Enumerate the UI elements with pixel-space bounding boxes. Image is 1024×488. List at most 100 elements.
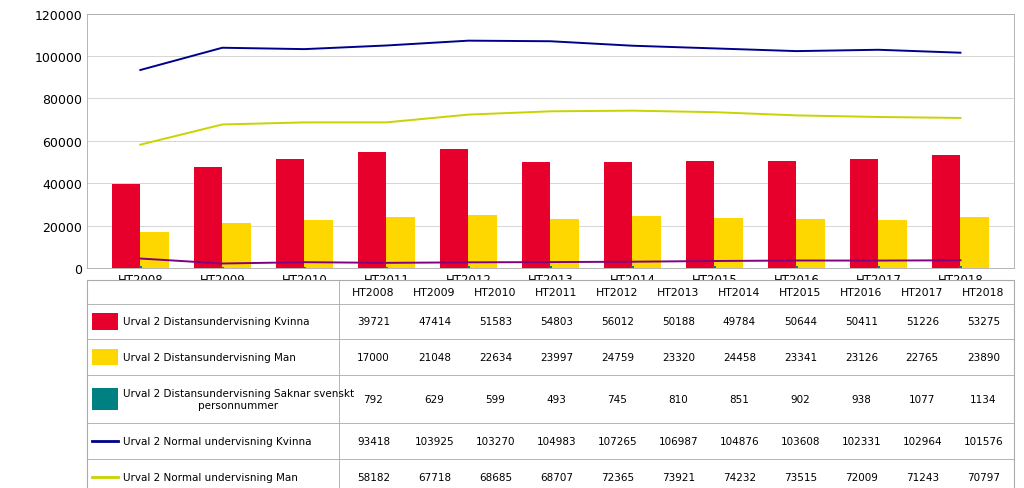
Bar [357,153,386,268]
Bar [768,162,797,268]
Text: 103608: 103608 [780,436,820,446]
Bar [439,150,468,268]
Text: HT2011: HT2011 [536,287,578,297]
Text: 902: 902 [791,394,810,404]
Text: 1134: 1134 [970,394,996,404]
Text: 68707: 68707 [540,472,573,482]
Text: 47414: 47414 [418,317,451,327]
Text: 21048: 21048 [418,352,451,363]
Text: 23126: 23126 [845,352,878,363]
Bar [877,266,881,268]
Bar [715,219,743,268]
Bar [932,156,961,268]
Text: 70797: 70797 [967,472,999,482]
Bar [275,159,304,268]
Text: 56012: 56012 [601,317,634,327]
Text: 73921: 73921 [662,472,695,482]
Text: 106987: 106987 [658,436,698,446]
Text: 51583: 51583 [479,317,512,327]
Text: HT2018: HT2018 [963,287,1005,297]
Bar [468,216,497,268]
Text: 22765: 22765 [906,352,939,363]
Text: 72009: 72009 [845,472,878,482]
Text: 23890: 23890 [967,352,999,363]
Text: 103925: 103925 [415,436,455,446]
Text: Urval 2 Distansundervisning Saknar svenskt
personnummer: Urval 2 Distansundervisning Saknar svens… [123,388,354,410]
Bar [303,267,306,268]
Bar [140,232,169,268]
Text: 49784: 49784 [723,317,756,327]
Bar [713,266,716,268]
Text: HT2016: HT2016 [840,287,883,297]
Bar [304,221,333,268]
Text: 102331: 102331 [842,436,881,446]
Text: 104983: 104983 [537,436,577,446]
Text: 51226: 51226 [906,317,939,327]
Text: 53275: 53275 [967,317,999,327]
Text: 792: 792 [364,394,383,404]
Text: 23997: 23997 [540,352,573,363]
Bar [958,266,963,268]
Text: 54803: 54803 [540,317,573,327]
Text: 24759: 24759 [601,352,634,363]
Bar [386,218,415,268]
Text: 50188: 50188 [662,317,695,327]
Text: 67718: 67718 [418,472,451,482]
Text: HT2010: HT2010 [474,287,517,297]
Text: 101576: 101576 [964,436,1004,446]
Bar [604,163,633,268]
Text: 23341: 23341 [783,352,817,363]
Text: HT2014: HT2014 [718,287,761,297]
Bar [551,219,580,268]
Bar [549,266,552,268]
Text: 851: 851 [729,394,750,404]
Text: 71243: 71243 [906,472,939,482]
Text: HT2013: HT2013 [657,287,699,297]
Bar [220,267,224,268]
Text: 1077: 1077 [909,394,936,404]
Text: Urval 2 Normal undervisning Kvinna: Urval 2 Normal undervisning Kvinna [123,436,311,446]
Text: 50411: 50411 [845,317,878,327]
Text: 629: 629 [425,394,444,404]
Text: 493: 493 [547,394,566,404]
Text: 68685: 68685 [479,472,512,482]
Text: 810: 810 [669,394,688,404]
Text: HT2008: HT2008 [352,287,395,297]
Text: 107265: 107265 [598,436,637,446]
Text: 93418: 93418 [357,436,390,446]
Text: 74232: 74232 [723,472,756,482]
Text: 938: 938 [851,394,871,404]
Text: 22634: 22634 [479,352,512,363]
Bar [795,266,798,268]
Bar [467,267,470,268]
Bar [385,267,388,268]
Bar [961,218,989,268]
Text: 24458: 24458 [723,352,756,363]
Bar [631,266,634,268]
Bar [879,220,907,268]
Bar [112,184,140,268]
Text: 72365: 72365 [601,472,634,482]
Text: 23320: 23320 [662,352,695,363]
Text: 50644: 50644 [783,317,817,327]
Bar [138,267,142,268]
Text: Urval 2 Distansundervisning Kvinna: Urval 2 Distansundervisning Kvinna [123,317,309,327]
Text: 102964: 102964 [902,436,942,446]
Text: HT2012: HT2012 [596,287,639,297]
Text: 745: 745 [607,394,628,404]
Bar [850,160,879,268]
Text: 58182: 58182 [357,472,390,482]
Bar [686,162,715,268]
Bar [521,163,551,268]
Text: 103270: 103270 [476,436,515,446]
Text: 17000: 17000 [357,352,390,363]
Text: HT2015: HT2015 [779,287,821,297]
Text: 104876: 104876 [720,436,759,446]
Text: 599: 599 [485,394,506,404]
Bar [222,224,251,268]
Text: 73515: 73515 [783,472,817,482]
Text: HT2009: HT2009 [414,287,456,297]
Bar [797,220,825,268]
Text: Urval 2 Distansundervisning Man: Urval 2 Distansundervisning Man [123,352,296,363]
Text: Urval 2 Normal undervisning Man: Urval 2 Normal undervisning Man [123,472,298,482]
